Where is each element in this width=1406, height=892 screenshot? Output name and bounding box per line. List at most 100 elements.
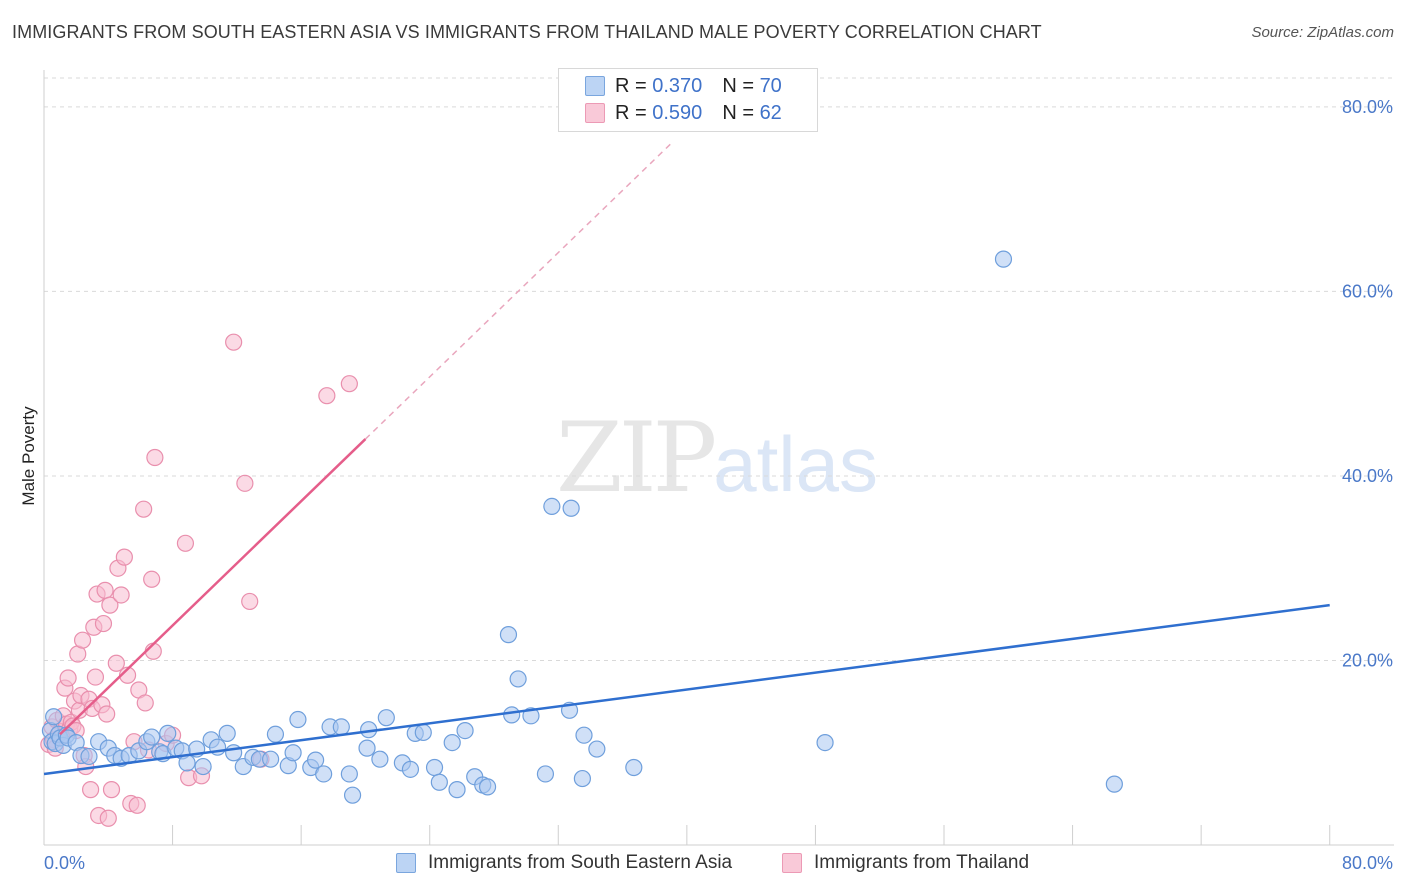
sea-point <box>284 744 302 762</box>
thailand-point <box>107 654 125 672</box>
thailand-point <box>59 669 77 687</box>
sea-point <box>414 723 432 742</box>
thailand-point <box>86 668 105 686</box>
watermark-zip: ZIP <box>556 402 717 514</box>
legend-row-sea: R = 0.370 N = 70 <box>585 73 782 99</box>
sea-point <box>1105 775 1123 793</box>
sea-point <box>478 778 497 796</box>
thailand-point <box>146 448 164 467</box>
y-tick-label: 80.0% <box>1342 97 1393 117</box>
sea-trend-line <box>43 603 1330 776</box>
legend-swatch-pink <box>585 103 605 123</box>
sea-point <box>194 757 212 776</box>
y-tick-label: 20.0% <box>1342 650 1393 670</box>
sea-point <box>425 758 444 777</box>
sea-point <box>371 750 389 768</box>
sea-point <box>266 725 285 743</box>
thailand-trend-line <box>59 438 367 736</box>
sea-point <box>456 721 474 740</box>
legend-r-label: R = <box>615 101 647 124</box>
sea-point <box>816 733 834 752</box>
sea-point <box>218 724 236 742</box>
watermark: ZIPatlas <box>556 402 878 514</box>
sea-point <box>443 733 461 752</box>
chart-title: IMMIGRANTS FROM SOUTH EASTERN ASIA VS IM… <box>12 22 1042 42</box>
legend-n-value-thailand: 62 <box>759 101 782 124</box>
thailand-point <box>225 333 243 351</box>
thailand-point <box>73 631 92 649</box>
thailand-point <box>82 781 100 799</box>
sea-point <box>536 765 555 783</box>
sea-point <box>178 754 196 772</box>
trend-lines <box>43 143 1330 776</box>
series-legend-label-thailand: Immigrants from Thailand <box>814 852 1030 873</box>
sea-point <box>499 626 518 644</box>
thailand-point <box>102 781 121 799</box>
legend-swatch-blue <box>585 76 605 96</box>
legend-n-label: N = <box>722 101 754 124</box>
watermark-atlas: atlas <box>713 420 878 508</box>
sea-point <box>159 724 177 742</box>
thailand-point <box>101 596 119 614</box>
sea-point <box>448 781 466 799</box>
sea-point <box>80 747 98 766</box>
y-tick-label: 60.0% <box>1342 281 1393 301</box>
x-tick-label-min: 0.0% <box>44 853 85 873</box>
source-label: Source: ZipAtlas.com <box>1251 24 1394 41</box>
thailand-point <box>236 474 254 492</box>
legend-n-value-sea: 70 <box>759 74 782 97</box>
sea-point <box>543 497 561 515</box>
thailand-point <box>176 534 195 552</box>
series-swatch-pink <box>782 853 802 873</box>
sea-point <box>315 765 333 783</box>
correlation-legend: R = 0.370 N = 70 R = 0.590 N = 62 <box>558 68 818 132</box>
thailand-point <box>128 796 146 814</box>
thailand-point <box>98 705 116 723</box>
sea-point <box>625 758 643 777</box>
sea-point <box>562 499 580 517</box>
legend-n-label: N = <box>722 74 754 97</box>
series-legend-thailand: Immigrants from Thailand <box>782 852 1029 874</box>
sea-point <box>588 740 606 758</box>
sea-point <box>573 769 591 788</box>
thailand-point <box>135 500 153 518</box>
axes <box>43 70 1394 846</box>
sea-point <box>343 786 362 804</box>
y-tick-labels: 20.0% 40.0% 60.0% 80.0% <box>1342 97 1393 671</box>
sea-point <box>332 718 350 736</box>
sea-point <box>994 250 1013 268</box>
sea-point <box>522 707 540 725</box>
sea-point <box>377 709 395 727</box>
sea-point <box>430 773 448 791</box>
sea-point <box>340 765 358 783</box>
series-legend-sea: Immigrants from South Eastern Asia <box>396 852 732 874</box>
x-tick-label-max: 80.0% <box>1342 853 1393 873</box>
series-legend: Immigrants from South Eastern Asia Immig… <box>0 852 1406 878</box>
thailand-point <box>112 586 130 604</box>
series-legend-label-sea: Immigrants from South Eastern Asia <box>428 852 733 873</box>
thailand-point <box>115 548 133 566</box>
sea-point <box>289 710 307 729</box>
thailand-point <box>241 592 259 611</box>
thailand-trend-extension <box>364 143 672 440</box>
legend-r-value-thailand: 0.590 <box>652 101 703 124</box>
y-tick-label: 40.0% <box>1342 466 1393 486</box>
sea-point <box>509 670 527 688</box>
sea-point <box>307 751 325 769</box>
x-tick-labels: 0.0% 80.0% <box>44 853 1393 873</box>
legend-r-label: R = <box>615 74 647 97</box>
thailand-point <box>136 694 154 712</box>
series-swatch-blue <box>396 853 416 873</box>
sea-point <box>45 708 63 726</box>
sea-points <box>41 250 1123 804</box>
sea-point <box>143 728 161 746</box>
legend-row-thailand: R = 0.590 N = 62 <box>585 100 782 126</box>
y-axis-label: Male Poverty <box>19 406 38 506</box>
thailand-point <box>143 570 161 588</box>
legend-r-value-sea: 0.370 <box>652 74 703 97</box>
gridlines <box>44 77 1394 661</box>
sea-point <box>401 760 420 778</box>
thailand-point <box>96 581 114 599</box>
thailand-point <box>340 375 358 393</box>
